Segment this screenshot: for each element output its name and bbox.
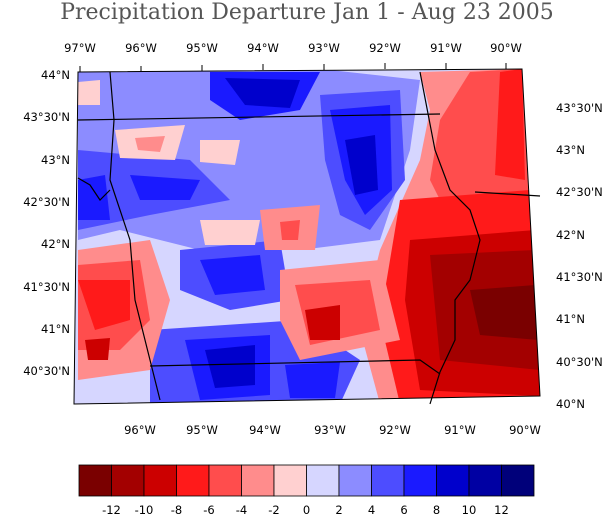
lon-label: 90°W [509,423,541,437]
legend-label: -4 [236,503,247,514]
legend-swatch [273,464,307,497]
legend-label: 0 [303,503,310,514]
legend-label: 6 [400,503,407,514]
lat-label: 43°30'N [23,110,70,124]
map-frame [73,68,541,405]
left-lat-labels: 44°N 43°30'N 43°N 42°30'N 42°N 41°30'N 4… [23,68,70,378]
legend-swatch [403,464,437,497]
legend-label: -12 [102,503,121,514]
legend-swatch [501,464,535,497]
lat-label: 41°30'N [556,270,603,284]
legend-swatch [111,464,145,497]
legend-swatch [143,464,177,497]
lat-label: 42°N [556,228,585,242]
legend-swatch [468,464,502,497]
lon-label: 91°W [430,41,462,55]
lat-label: 44°N [41,68,70,82]
lon-label: 91°W [444,423,476,437]
legend-swatch [371,464,405,497]
legend-swatch [306,464,340,497]
lon-label: 97°W [64,41,96,55]
legend-label: 4 [368,503,375,514]
legend-swatch [338,464,372,497]
colorbar-legend: -12 -10 -8 -6 -4 -2 0 2 4 6 8 10 12 [78,464,535,514]
legend-swatch [78,464,112,497]
lon-label: 94°W [247,41,279,55]
lat-label: 42°30'N [556,185,603,199]
lon-label: 92°W [379,423,411,437]
lat-label: 42°30'N [23,195,70,209]
legend-label: 2 [335,503,342,514]
right-lat-labels: 43°30'N 43°N 42°30'N 42°N 41°30'N 41°N 4… [556,101,603,411]
legend-swatch [176,464,210,497]
lon-label: 92°W [369,41,401,55]
lon-label: 95°W [186,423,218,437]
lat-label: 43°N [41,153,70,167]
lat-label: 40°30'N [556,355,603,369]
lon-label: 90°W [490,41,522,55]
legend-label: -2 [268,503,279,514]
lat-label: 41°N [556,312,585,326]
lon-label: 93°W [314,423,346,437]
top-lon-labels: 97°W 96°W 95°W 94°W 93°W 92°W 91°W 90°W [64,41,522,55]
lat-label: 40°N [556,397,585,411]
lon-label: 94°W [249,423,281,437]
lat-label: 40°30'N [23,364,70,378]
legend-label: -6 [203,503,214,514]
lat-label: 41°30'N [23,280,70,294]
lat-label: 43°30'N [556,101,603,115]
lon-label: 96°W [125,41,157,55]
state-boundaries [77,71,541,405]
top-ticks [79,63,507,72]
legend-label: 12 [494,503,509,514]
lat-label: 43°N [556,143,585,157]
legend-label: -10 [135,503,154,514]
lat-label: 42°N [41,237,70,251]
lon-label: 93°W [308,41,340,55]
lat-label: 41°N [41,322,70,336]
lon-label: 95°W [186,41,218,55]
legend-swatch [241,464,275,497]
contour-fill [74,69,540,404]
bottom-lon-labels: 96°W 95°W 94°W 93°W 92°W 91°W 90°W [124,423,541,437]
legend-swatch [436,464,470,497]
lon-label: 96°W [124,423,156,437]
legend-label: -8 [171,503,182,514]
legend-label: 8 [433,503,440,514]
legend-swatch [208,464,242,497]
legend-label: 10 [462,503,477,514]
map-title: Precipitation Departure Jan 1 - Aug 23 2… [60,0,554,25]
